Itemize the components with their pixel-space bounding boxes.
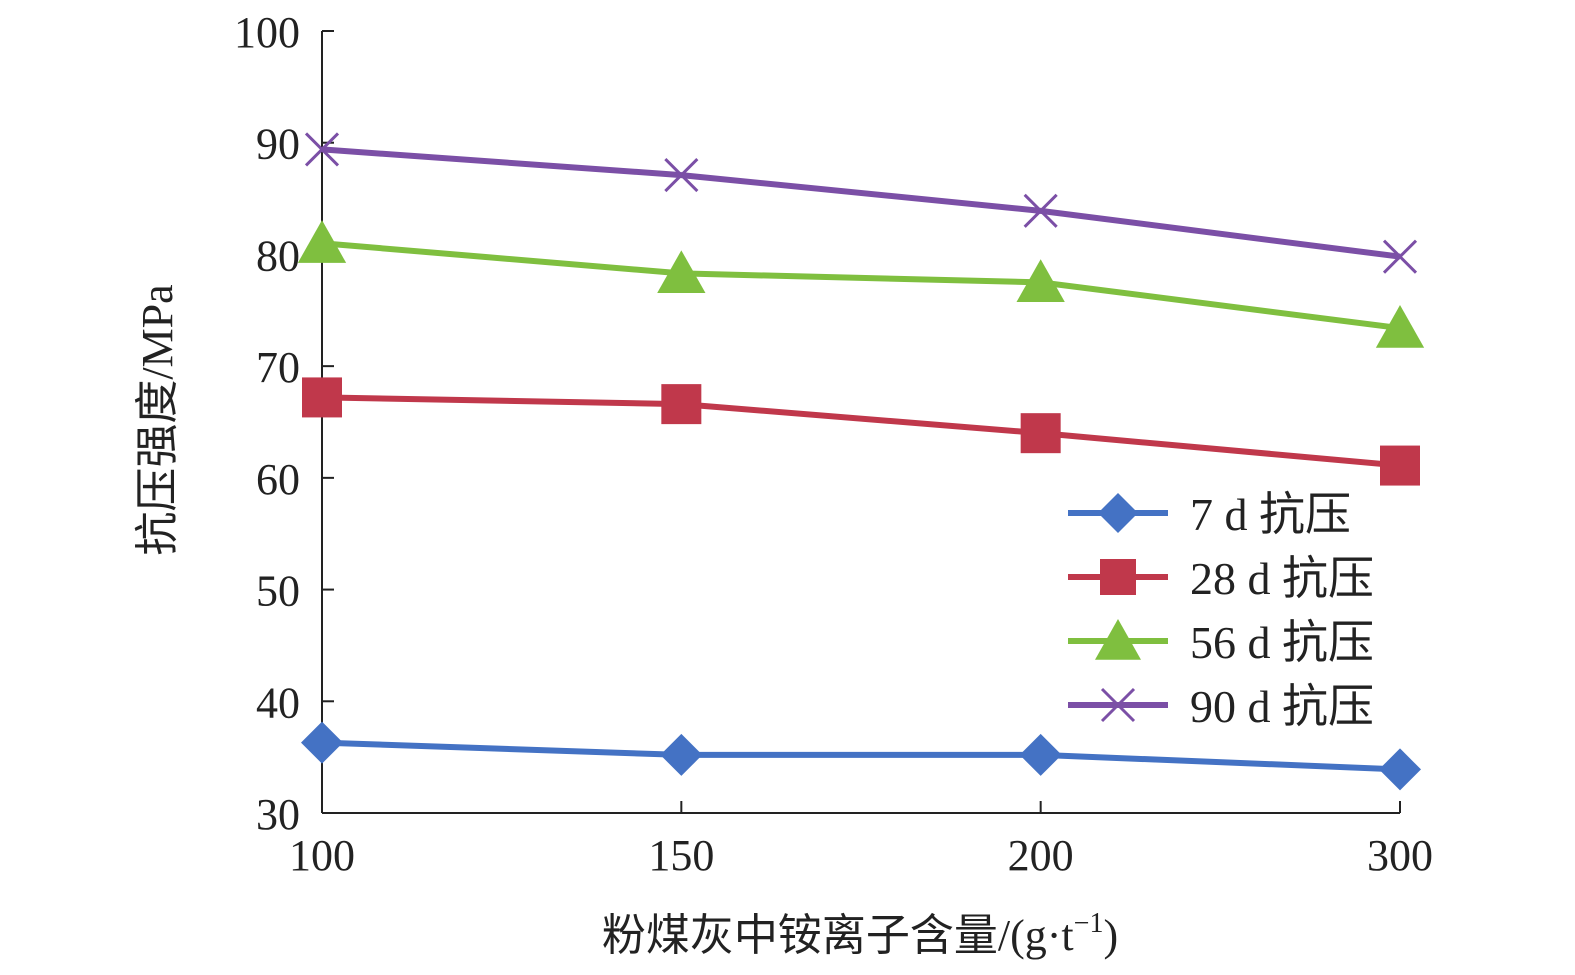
series-0 xyxy=(301,721,1421,791)
data-point xyxy=(1379,748,1421,791)
data-point xyxy=(1016,259,1065,302)
legend: 7 d 抗压 28 d 抗压 56 d 抗压 90 d 抗压 xyxy=(1068,489,1374,732)
data-point xyxy=(1023,193,1058,228)
data-point xyxy=(661,384,702,425)
series-1 xyxy=(302,377,1420,486)
legend-marker xyxy=(1100,687,1136,723)
series-layer xyxy=(297,132,1425,791)
data-point xyxy=(664,158,699,193)
legend-item: 90 d 抗压 xyxy=(1068,681,1374,732)
legend-item: 28 d 抗压 xyxy=(1068,553,1374,604)
data-point xyxy=(1020,413,1061,454)
data-point xyxy=(1375,305,1425,348)
data-point xyxy=(1019,733,1062,776)
x-tick-label: 200 xyxy=(1008,831,1074,880)
y-tick-label: 50 xyxy=(256,567,300,616)
series-2 xyxy=(297,220,1425,348)
x-axis-title: 粉煤灰中铵离子含量/(g·t−1) xyxy=(602,908,1118,960)
y-tick-label: 70 xyxy=(256,343,300,392)
legend-marker xyxy=(1095,619,1141,660)
legend-item: 7 d 抗压 xyxy=(1068,489,1351,540)
data-point xyxy=(302,377,342,418)
legend-item: 56 d 抗压 xyxy=(1068,617,1374,668)
legend-label: 90 d 抗压 xyxy=(1190,681,1374,732)
series-line xyxy=(321,394,1401,469)
data-point xyxy=(1380,445,1420,486)
x-axis-title-close: ) xyxy=(1103,911,1118,960)
axes xyxy=(321,31,1400,814)
y-tick-label: 90 xyxy=(256,120,300,169)
legend-label: 56 d 抗压 xyxy=(1190,617,1374,668)
y-ticks: 30 40 50 60 70 80 90 100 xyxy=(234,8,334,839)
x-tick-label: 100 xyxy=(289,831,355,880)
legend-label: 28 d 抗压 xyxy=(1190,553,1374,604)
x-axis-title-superscript: −1 xyxy=(1074,908,1104,939)
series-line xyxy=(321,240,1401,332)
x-tick-label: 150 xyxy=(648,831,714,880)
legend-marker xyxy=(1100,559,1136,595)
y-tick-label: 80 xyxy=(256,231,300,280)
series-line xyxy=(321,739,1401,773)
data-point xyxy=(660,733,703,776)
y-tick-label: 100 xyxy=(234,8,300,57)
x-axis-title-main: 粉煤灰中铵离子含量/(g·t xyxy=(602,911,1074,960)
data-point xyxy=(297,220,347,263)
data-point xyxy=(657,250,706,294)
data-point xyxy=(1382,239,1418,274)
series-3 xyxy=(304,132,1418,274)
legend-label: 7 d 抗压 xyxy=(1190,489,1351,540)
legend-marker xyxy=(1098,493,1138,533)
x-ticks: 100 150 200 300 xyxy=(289,801,1433,880)
x-tick-label: 300 xyxy=(1367,831,1433,880)
series-line xyxy=(321,146,1401,260)
data-point xyxy=(301,721,343,764)
y-tick-label: 60 xyxy=(256,455,300,504)
y-tick-label: 30 xyxy=(256,790,300,839)
y-axis-title: 抗压强度/MPa xyxy=(133,284,182,555)
y-tick-label: 40 xyxy=(256,678,300,727)
data-point xyxy=(304,132,340,167)
